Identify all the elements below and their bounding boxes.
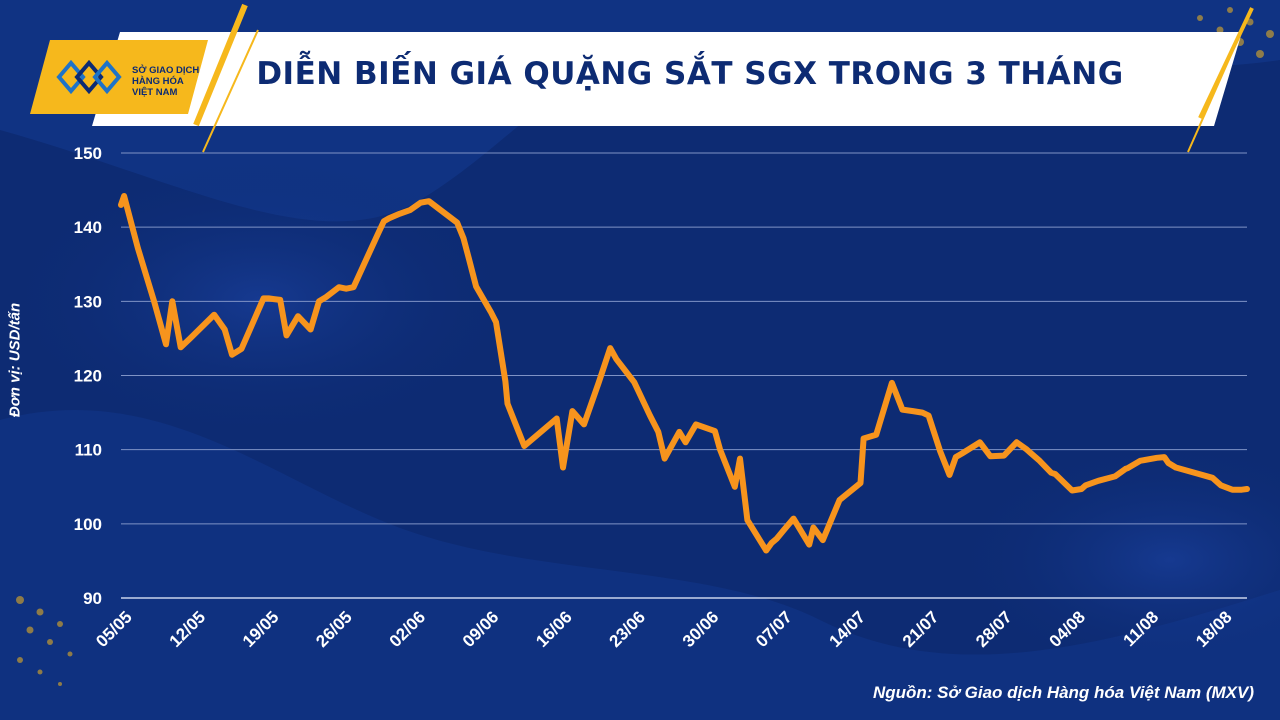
y-tick-label: 140 <box>74 218 102 237</box>
x-tick-label: 05/05 <box>92 607 136 651</box>
halftone-dots <box>16 7 1274 686</box>
x-tick-label: 26/05 <box>312 607 356 651</box>
x-tick-label: 09/06 <box>459 607 503 651</box>
x-tick-label: 23/06 <box>606 607 650 651</box>
x-tick-label: 19/05 <box>239 607 283 651</box>
x-tick-label: 30/06 <box>679 607 723 651</box>
x-tick-label: 28/07 <box>972 607 1016 651</box>
x-tick-label: 04/08 <box>1045 607 1089 651</box>
logo-text: SỞ GIAO DỊCH HÀNG HÓA VIỆT NAM <box>132 65 222 98</box>
title-banner <box>92 32 1242 126</box>
y-tick-label: 130 <box>74 292 102 311</box>
source-note: Nguồn: Sở Giao dịch Hàng hóa Việt Nam (M… <box>872 683 1254 702</box>
x-tick-label: 18/08 <box>1192 607 1236 651</box>
y-tick-labels: 90 100 110 120 130 140 150 <box>74 144 102 608</box>
x-tick-label: 14/07 <box>826 607 870 651</box>
y-tick-label: 110 <box>75 441 102 460</box>
y-tick-label: 100 <box>74 515 102 534</box>
x-tick-label: 16/06 <box>532 607 576 651</box>
logo-line: HÀNG HÓA <box>132 76 184 87</box>
logo-line: VIỆT NAM <box>132 87 178 98</box>
x-tick-labels: 05/05 12/05 19/05 26/05 02/06 09/06 16/06 23/06… <box>92 607 1235 651</box>
x-tick-label: 12/05 <box>166 607 210 651</box>
chart-title: DIỄN BIẾN GIÁ QUẶNG SẮT SGX TRONG 3 THÁN… <box>256 56 1124 92</box>
mxv-logo-icon <box>56 59 122 95</box>
y-tick-label: 90 <box>83 589 102 608</box>
y-tick-label: 150 <box>74 144 102 163</box>
x-tick-label: 02/06 <box>386 607 430 651</box>
x-tick-label: 11/08 <box>1119 607 1162 650</box>
y-tick-label: 120 <box>74 367 102 386</box>
x-tick-label: 21/07 <box>899 607 943 651</box>
price-line <box>118 193 1250 554</box>
x-tick-label: 07/07 <box>752 607 796 651</box>
logo-line: SỞ GIAO DỊCH <box>132 65 200 76</box>
gridlines <box>121 152 1247 599</box>
